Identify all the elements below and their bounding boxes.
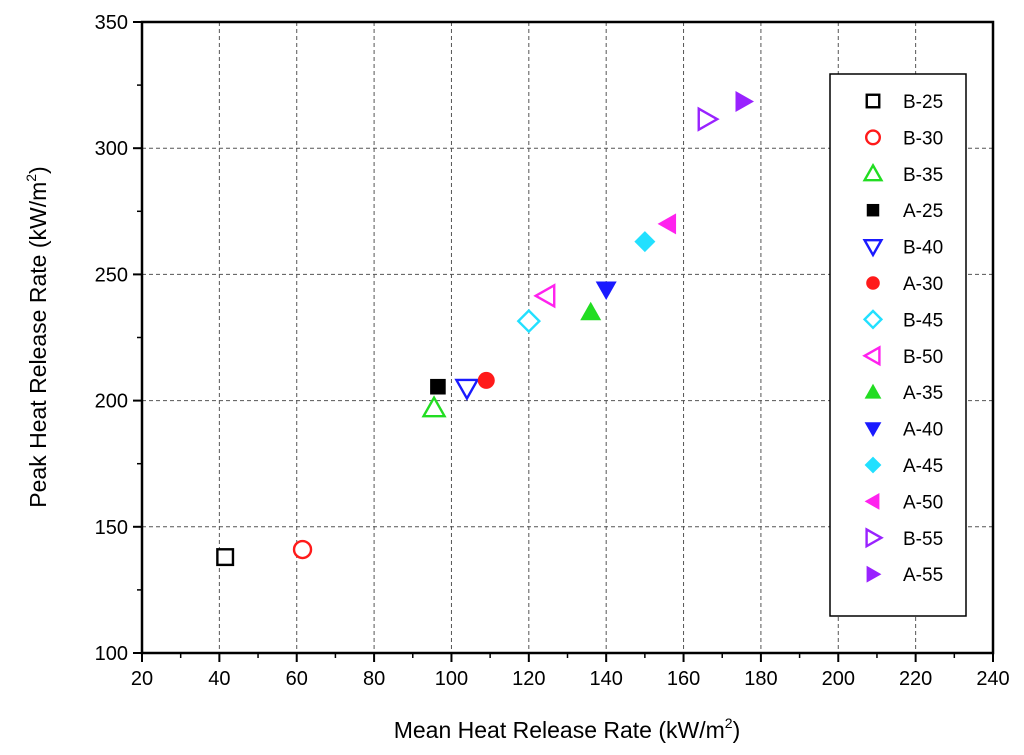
legend-label: B-35 xyxy=(903,165,943,186)
legend-marker-b-50 xyxy=(862,345,881,367)
x-tick-label: 80 xyxy=(363,668,385,690)
data-point-a-30 xyxy=(477,371,495,389)
legend-marker-b-25 xyxy=(865,93,881,109)
legend-label: A-45 xyxy=(903,456,943,477)
x-tick-label: 100 xyxy=(435,668,468,690)
x-tick-label: 180 xyxy=(744,668,777,690)
y-axis-title: Peak Heat Release Rate (kW/m2) xyxy=(23,166,51,507)
legend-label: A-30 xyxy=(903,274,943,295)
x-tick-label: 60 xyxy=(286,668,308,690)
data-point-b-25 xyxy=(216,548,235,567)
y-tick-label: 300 xyxy=(95,138,128,160)
data-point-b-30 xyxy=(292,539,313,560)
y-tick-label: 250 xyxy=(95,264,128,286)
x-axis-title: Mean Heat Release Rate (kW/m2) xyxy=(394,715,741,743)
legend-label: B-30 xyxy=(903,128,943,149)
legend-marker-a-35 xyxy=(864,383,882,399)
legend-marker-b-35 xyxy=(862,162,884,182)
legend-label: B-50 xyxy=(903,347,943,368)
legend-marker-a-55 xyxy=(866,565,882,583)
data-point-a-45 xyxy=(634,231,656,253)
legend-label: B-45 xyxy=(903,310,943,331)
data-point-b-35 xyxy=(421,395,447,418)
x-tick-label: 240 xyxy=(976,668,1009,690)
legend-label: B-40 xyxy=(903,238,943,259)
legend-marker-b-40 xyxy=(862,238,884,258)
legend-label: A-50 xyxy=(903,492,943,513)
legend-marker-b-55 xyxy=(865,527,884,549)
plot-frame xyxy=(140,20,995,655)
legend-marker-a-45 xyxy=(864,456,882,474)
legend-marker-a-50 xyxy=(864,493,880,510)
legend-label: A-25 xyxy=(903,201,943,222)
legend-label: A-35 xyxy=(903,383,943,404)
x-tick-label: 220 xyxy=(899,668,932,690)
data-point-b-55 xyxy=(697,106,720,132)
legend-label: B-55 xyxy=(903,529,943,550)
legend-box xyxy=(829,73,967,617)
y-tick-label: 350 xyxy=(95,12,128,34)
legend-label: A-40 xyxy=(903,420,943,441)
legend-marker-b-45 xyxy=(862,309,884,330)
y-tick-label: 100 xyxy=(95,643,128,665)
data-point-a-35 xyxy=(580,301,602,321)
legend: B-25 B-30 B-35 A-25 B-40 A-30 B-45 B-50 A-35 A-40… xyxy=(829,73,967,617)
legend-marker-b-30 xyxy=(865,129,882,146)
x-tick-label: 20 xyxy=(131,668,153,690)
legend-marker-a-40 xyxy=(864,422,882,437)
x-tick-label: 40 xyxy=(208,668,230,690)
data-point-a-55 xyxy=(735,91,754,113)
data-point-b-50 xyxy=(533,283,556,309)
legend-marker-a-30 xyxy=(866,276,880,290)
x-tick-label: 160 xyxy=(667,668,700,690)
data-point-a-40 xyxy=(595,281,617,301)
data-point-b-40 xyxy=(454,378,480,401)
x-tick-label: 120 xyxy=(512,668,545,690)
legend-label: B-25 xyxy=(903,92,943,113)
legend-label: A-55 xyxy=(903,565,943,586)
data-point-a-50 xyxy=(657,213,677,235)
x-tick-label: 200 xyxy=(822,668,855,690)
y-tick-label: 150 xyxy=(95,517,128,539)
x-tick-label: 140 xyxy=(589,668,622,690)
data-points xyxy=(216,91,754,567)
data-point-a-25 xyxy=(430,378,446,395)
y-tick-label: 200 xyxy=(95,391,128,413)
legend-marker-a-25 xyxy=(866,203,880,217)
data-point-b-45 xyxy=(516,308,542,334)
